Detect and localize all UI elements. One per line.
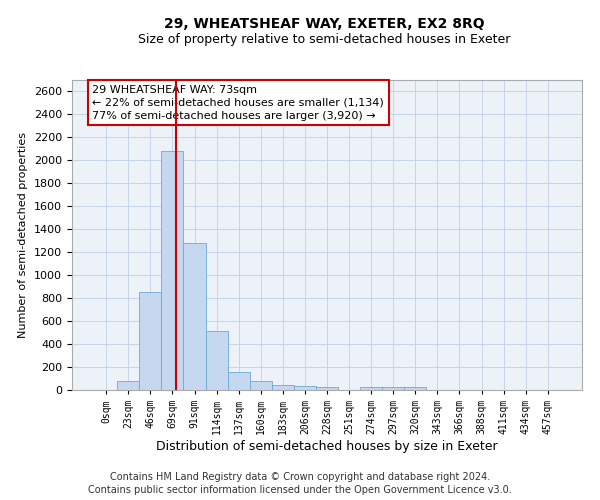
Bar	[272, 385, 294, 390]
Text: 29 WHEATSHEAF WAY: 73sqm
← 22% of semi-detached houses are smaller (1,134)
77% o: 29 WHEATSHEAF WAY: 73sqm ← 22% of semi-d…	[92, 84, 384, 121]
Bar	[161, 151, 184, 390]
Bar	[382, 387, 404, 390]
Text: Size of property relative to semi-detached houses in Exeter: Size of property relative to semi-detach…	[138, 32, 510, 46]
Y-axis label: Number of semi-detached properties: Number of semi-detached properties	[19, 132, 28, 338]
Text: Contains HM Land Registry data © Crown copyright and database right 2024.: Contains HM Land Registry data © Crown c…	[110, 472, 490, 482]
Text: Contains public sector information licensed under the Open Government Licence v3: Contains public sector information licen…	[88, 485, 512, 495]
Bar	[206, 332, 227, 390]
Bar	[316, 386, 338, 390]
Bar	[227, 372, 250, 390]
Bar	[250, 381, 272, 390]
Bar	[139, 292, 161, 390]
Bar	[360, 386, 382, 390]
Bar	[117, 381, 139, 390]
X-axis label: Distribution of semi-detached houses by size in Exeter: Distribution of semi-detached houses by …	[156, 440, 498, 453]
Bar	[184, 243, 206, 390]
Bar	[404, 387, 427, 390]
Bar	[294, 386, 316, 390]
Text: 29, WHEATSHEAF WAY, EXETER, EX2 8RQ: 29, WHEATSHEAF WAY, EXETER, EX2 8RQ	[164, 18, 484, 32]
